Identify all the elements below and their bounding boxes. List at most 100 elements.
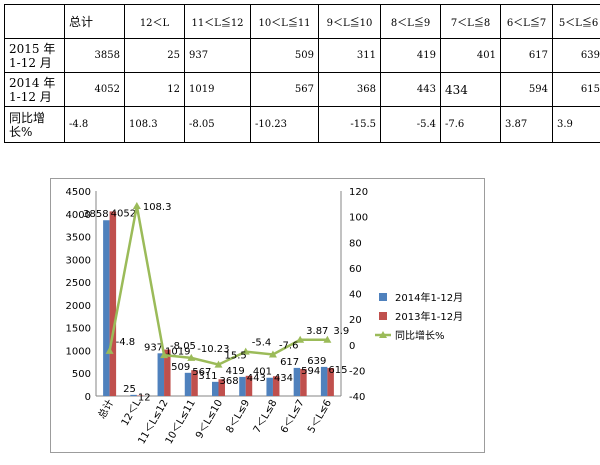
- header-cell: 11＜L≦12: [184, 4, 251, 39]
- table-cell: 443: [380, 72, 441, 107]
- line-marker: [323, 335, 332, 343]
- category-label: 7＜L≤8: [252, 398, 280, 435]
- left-axis-tick-label: 3000: [66, 255, 91, 266]
- table-cell: 311: [318, 38, 381, 73]
- bar-data-label: 4052: [111, 208, 136, 219]
- legend-marker: [379, 331, 387, 338]
- bar-data-label: 443: [247, 373, 266, 384]
- bar: [218, 379, 225, 396]
- bar: [130, 394, 137, 396]
- legend-label: 2013年1-12月: [395, 310, 463, 323]
- bar: [212, 381, 219, 396]
- table-cell: 509: [250, 38, 319, 73]
- line-data-label: 15.5: [225, 351, 247, 362]
- line-data-label: 3.9: [333, 326, 349, 337]
- bar-data-label: 1019: [165, 347, 190, 358]
- table-cell: 434: [440, 72, 501, 107]
- table-cell: -7.6: [440, 106, 501, 143]
- row-label-yoy: 同比增长%: [4, 106, 65, 143]
- line-data-label: 3.87: [306, 326, 328, 337]
- table-cell: -10.23: [250, 106, 319, 143]
- table-cell: -5.4: [380, 106, 441, 143]
- bar-data-label: 419: [226, 366, 245, 377]
- line-data-label: -7.6: [279, 340, 299, 351]
- line-data-label: -10.23: [197, 344, 229, 355]
- table-cell: 617: [500, 38, 553, 73]
- table-cell: 937: [184, 38, 251, 73]
- header-cell: 总计: [64, 4, 125, 39]
- left-axis-tick-label: 500: [72, 369, 91, 380]
- bar: [109, 211, 117, 396]
- table-cell: 4052: [64, 72, 125, 107]
- header-cell: 6＜L≦7: [500, 4, 553, 39]
- table-cell: -15.5: [318, 106, 381, 143]
- chart-svg: 050010001500200025003000350040004500-40-…: [66, 187, 464, 446]
- right-axis-tick-label: 100: [349, 213, 368, 224]
- bar: [293, 367, 301, 396]
- bar: [272, 376, 280, 396]
- right-axis-tick-label: 40: [349, 290, 362, 301]
- table-cell: 12: [124, 72, 185, 107]
- data-table: 总计 12＜L 11＜L≦12 10＜L≦11 9＜L≦10 8＜L≦9 7＜L…: [4, 4, 600, 143]
- bar-data-label: 509: [171, 362, 190, 373]
- table-cell: -8.05: [184, 106, 251, 143]
- row-label-2014: 2014 年 1-12 月: [4, 72, 65, 107]
- row-label-2015: 2015 年 1-12 月: [4, 38, 65, 73]
- line-marker: [296, 335, 305, 343]
- bar-data-label: 937: [144, 342, 163, 353]
- bar-data-label: 3858: [83, 209, 108, 220]
- bar-data-label: 25: [123, 384, 136, 395]
- left-axis-tick-label: 1500: [66, 324, 91, 335]
- table-cell: 3.9: [552, 106, 600, 143]
- right-axis-tick-label: 0: [349, 341, 355, 352]
- line-marker: [160, 351, 169, 359]
- left-axis-tick-label: 3500: [66, 233, 91, 244]
- table-cell: 639: [552, 38, 600, 73]
- table-cell: -4.8: [64, 106, 125, 143]
- right-axis-tick-label: 60: [349, 264, 362, 275]
- right-axis-tick-label: 80: [349, 238, 362, 249]
- line-marker: [132, 201, 141, 209]
- table-cell: 368: [318, 72, 381, 107]
- header-cell: [4, 4, 65, 39]
- table-cell: 3858: [64, 38, 125, 73]
- line-marker: [268, 350, 277, 358]
- bar-data-label: 639: [307, 356, 326, 367]
- right-axis-tick-label: 20: [349, 315, 362, 326]
- category-label: 12＜L: [120, 398, 144, 428]
- bar-data-label: 567: [192, 367, 211, 378]
- legend-swatch: [379, 312, 387, 320]
- table-cell: 108.3: [124, 106, 185, 143]
- header-cell: 5＜L≦6: [552, 4, 600, 39]
- category-label: 6＜L≤7: [279, 398, 307, 435]
- header-cell: 10＜L≦11: [250, 4, 319, 39]
- line-marker: [187, 353, 196, 361]
- right-axis-tick-label: 120: [349, 187, 368, 198]
- table-cell: 25: [124, 38, 185, 73]
- category-label: 总计: [95, 397, 116, 421]
- table-cell: 1019: [184, 72, 251, 107]
- bar-data-label: 401: [253, 367, 272, 378]
- combo-chart: 0 500 1000 1500 2000 2500 3000 3500 4000 4500 -40-…: [50, 178, 485, 453]
- line-data-label: 108.3: [143, 202, 172, 213]
- header-cell: 7＜L≦8: [440, 4, 501, 39]
- line-marker: [214, 360, 223, 368]
- bar: [191, 370, 198, 396]
- category-label: 8＜L≤9: [224, 398, 252, 435]
- left-axis-tick-label: 2500: [66, 278, 91, 289]
- legend-label: 2014年1-12月: [395, 291, 463, 304]
- legend-label: 同比增长%: [395, 329, 445, 342]
- table-cell: 419: [380, 38, 441, 73]
- legend-swatch: [379, 293, 387, 301]
- left-axis-tick-label: 0: [85, 392, 91, 403]
- bar-data-label: 311: [198, 371, 217, 382]
- bar: [266, 377, 273, 396]
- bar-data-label: 368: [220, 376, 239, 387]
- bar: [164, 349, 171, 396]
- bar-data-label: 594: [301, 366, 320, 377]
- left-axis-tick-label: 1000: [66, 346, 91, 357]
- right-axis-tick-label: -20: [349, 366, 365, 377]
- line-data-label: -4.8: [116, 337, 136, 348]
- left-axis-tick-label: 4000: [66, 210, 91, 221]
- left-axis-tick-label: 4500: [66, 187, 91, 198]
